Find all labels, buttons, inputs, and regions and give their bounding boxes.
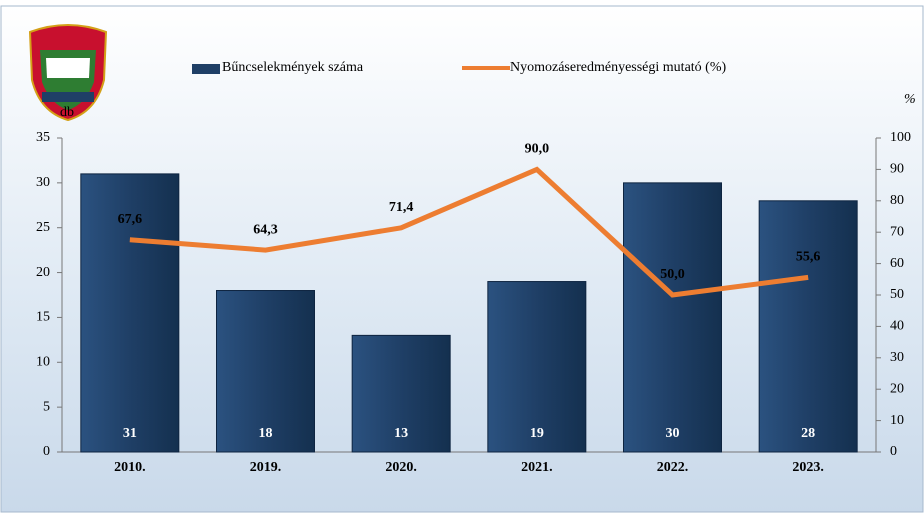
y2-tick-label: 40 xyxy=(890,319,904,334)
bar-value-label: 18 xyxy=(259,426,273,441)
police-logo xyxy=(28,24,108,122)
line-value-label: 64,3 xyxy=(253,222,278,237)
bar xyxy=(487,281,587,453)
y-axis-label: db xyxy=(60,105,74,120)
y-tick-label: 5 xyxy=(43,399,50,414)
y-tick-label: 35 xyxy=(36,130,50,145)
line-value-label: 67,6 xyxy=(118,212,143,227)
line-value-label: 90,0 xyxy=(525,142,550,157)
x-tick-label: 2023. xyxy=(792,460,824,475)
bar-value-label: 19 xyxy=(530,426,544,441)
bar xyxy=(623,182,722,453)
x-tick-label: 2010. xyxy=(114,460,146,475)
y2-tick-label: 80 xyxy=(890,193,904,208)
y-tick-label: 25 xyxy=(36,220,50,235)
y2-tick-label: 70 xyxy=(890,224,904,239)
y-tick-label: 10 xyxy=(36,355,50,370)
x-tick-label: 2022. xyxy=(657,460,689,475)
x-tick-label: 2021. xyxy=(521,460,553,475)
y2-tick-label: 50 xyxy=(890,287,904,302)
legend-swatch xyxy=(192,64,220,74)
x-tick-label: 2019. xyxy=(250,460,282,475)
y2-tick-label: 20 xyxy=(890,381,904,396)
y2-tick-label: 10 xyxy=(890,413,904,428)
y2-tick-label: 30 xyxy=(890,350,904,365)
line-value-label: 50,0 xyxy=(660,267,685,282)
y2-axis-label: % xyxy=(904,92,916,107)
line xyxy=(129,166,809,298)
y-tick-label: 20 xyxy=(36,265,50,280)
y-tick-label: 15 xyxy=(36,310,50,325)
y2-tick-label: 100 xyxy=(890,130,911,145)
y2-tick-label: 0 xyxy=(890,444,897,459)
bar xyxy=(758,200,858,453)
y2-tick-label: 90 xyxy=(890,162,904,177)
bar-value-label: 28 xyxy=(801,426,815,441)
bar-value-label: 13 xyxy=(394,426,408,441)
y2-tick-label: 60 xyxy=(890,256,904,271)
y-tick-label: 0 xyxy=(43,444,50,459)
bar xyxy=(351,334,451,453)
line-value-label: 71,4 xyxy=(389,200,414,215)
legend: Bűncselekmények száma Nyomozáseredményes… xyxy=(192,60,726,75)
bar-value-label: 30 xyxy=(666,426,680,441)
legend-label: Nyomozáseredményességi mutató (%) xyxy=(510,60,726,75)
bar-value-label: 31 xyxy=(123,426,137,441)
bar xyxy=(80,173,180,453)
x-tick-label: 2020. xyxy=(385,460,417,475)
line-value-label: 55,6 xyxy=(796,250,821,265)
y-tick-label: 30 xyxy=(36,175,50,190)
bar xyxy=(216,290,315,453)
legend-label: Bűncselekmények száma xyxy=(222,60,364,75)
